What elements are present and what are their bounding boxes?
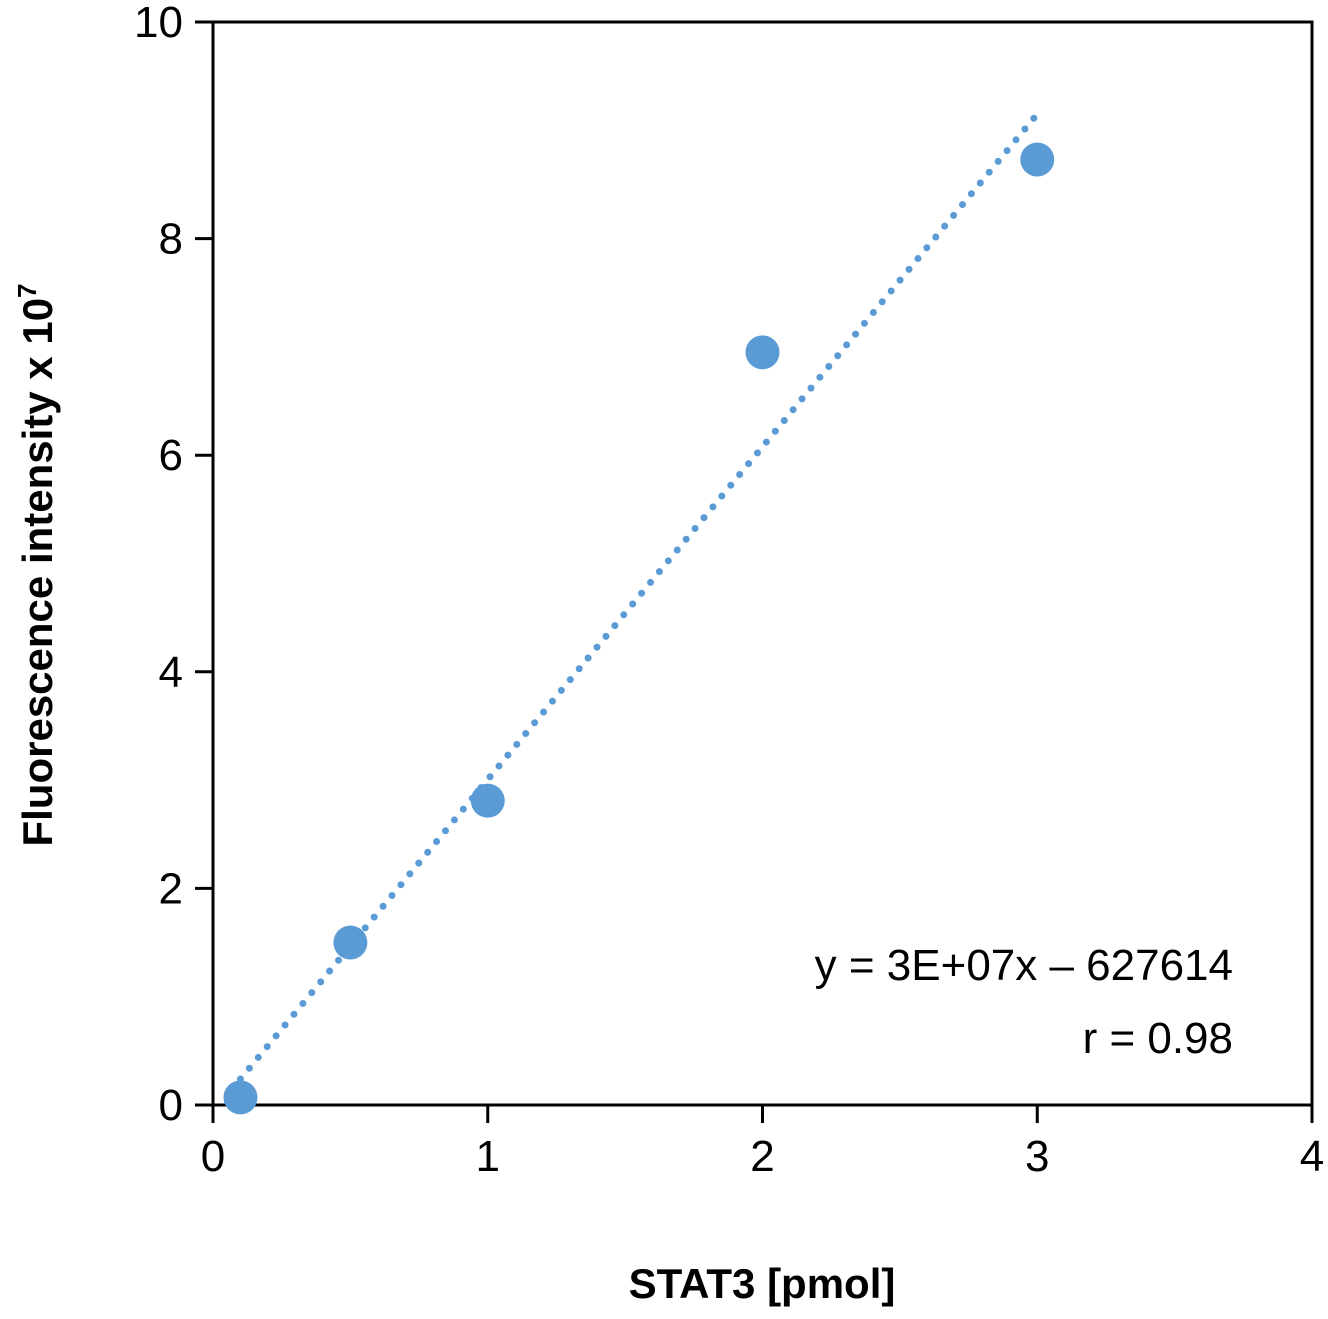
data-point — [333, 925, 368, 960]
y-axis-label: Fluorescence intensity x 107 — [12, 283, 61, 846]
x-axis-label: STAT3 [pmol] — [629, 1260, 896, 1307]
x-tick-label: 1 — [476, 1132, 500, 1181]
y-tick-label: 0 — [159, 1081, 183, 1130]
x-tick-label: 2 — [750, 1132, 774, 1181]
trendline — [236, 110, 1041, 1083]
data-point — [745, 335, 780, 370]
x-tick-label: 0 — [201, 1132, 225, 1181]
trendline-group — [236, 110, 1041, 1083]
y-axis-label-text: Fluorescence intensity x 10 — [14, 298, 61, 847]
data-point — [470, 783, 505, 818]
data-point — [1020, 142, 1055, 177]
x-tick-label: 4 — [1300, 1132, 1324, 1181]
ticks: 0 1 2 3 4 0 2 4 6 8 10 — [134, 0, 1324, 1181]
y-tick-label: 6 — [159, 431, 183, 480]
y-tick-label: 10 — [134, 0, 183, 47]
equation-annotation: y = 3E+07x – 627614 — [815, 941, 1233, 990]
y-axis-label-superscript: 7 — [12, 283, 42, 297]
y-tick-label: 8 — [159, 215, 183, 264]
x-tick-label: 3 — [1025, 1132, 1049, 1181]
y-tick-label: 4 — [159, 648, 183, 697]
r-annotation: r = 0.98 — [1083, 1014, 1233, 1063]
points-group — [223, 142, 1055, 1115]
y-tick-label: 2 — [159, 864, 183, 913]
data-point — [223, 1080, 258, 1115]
